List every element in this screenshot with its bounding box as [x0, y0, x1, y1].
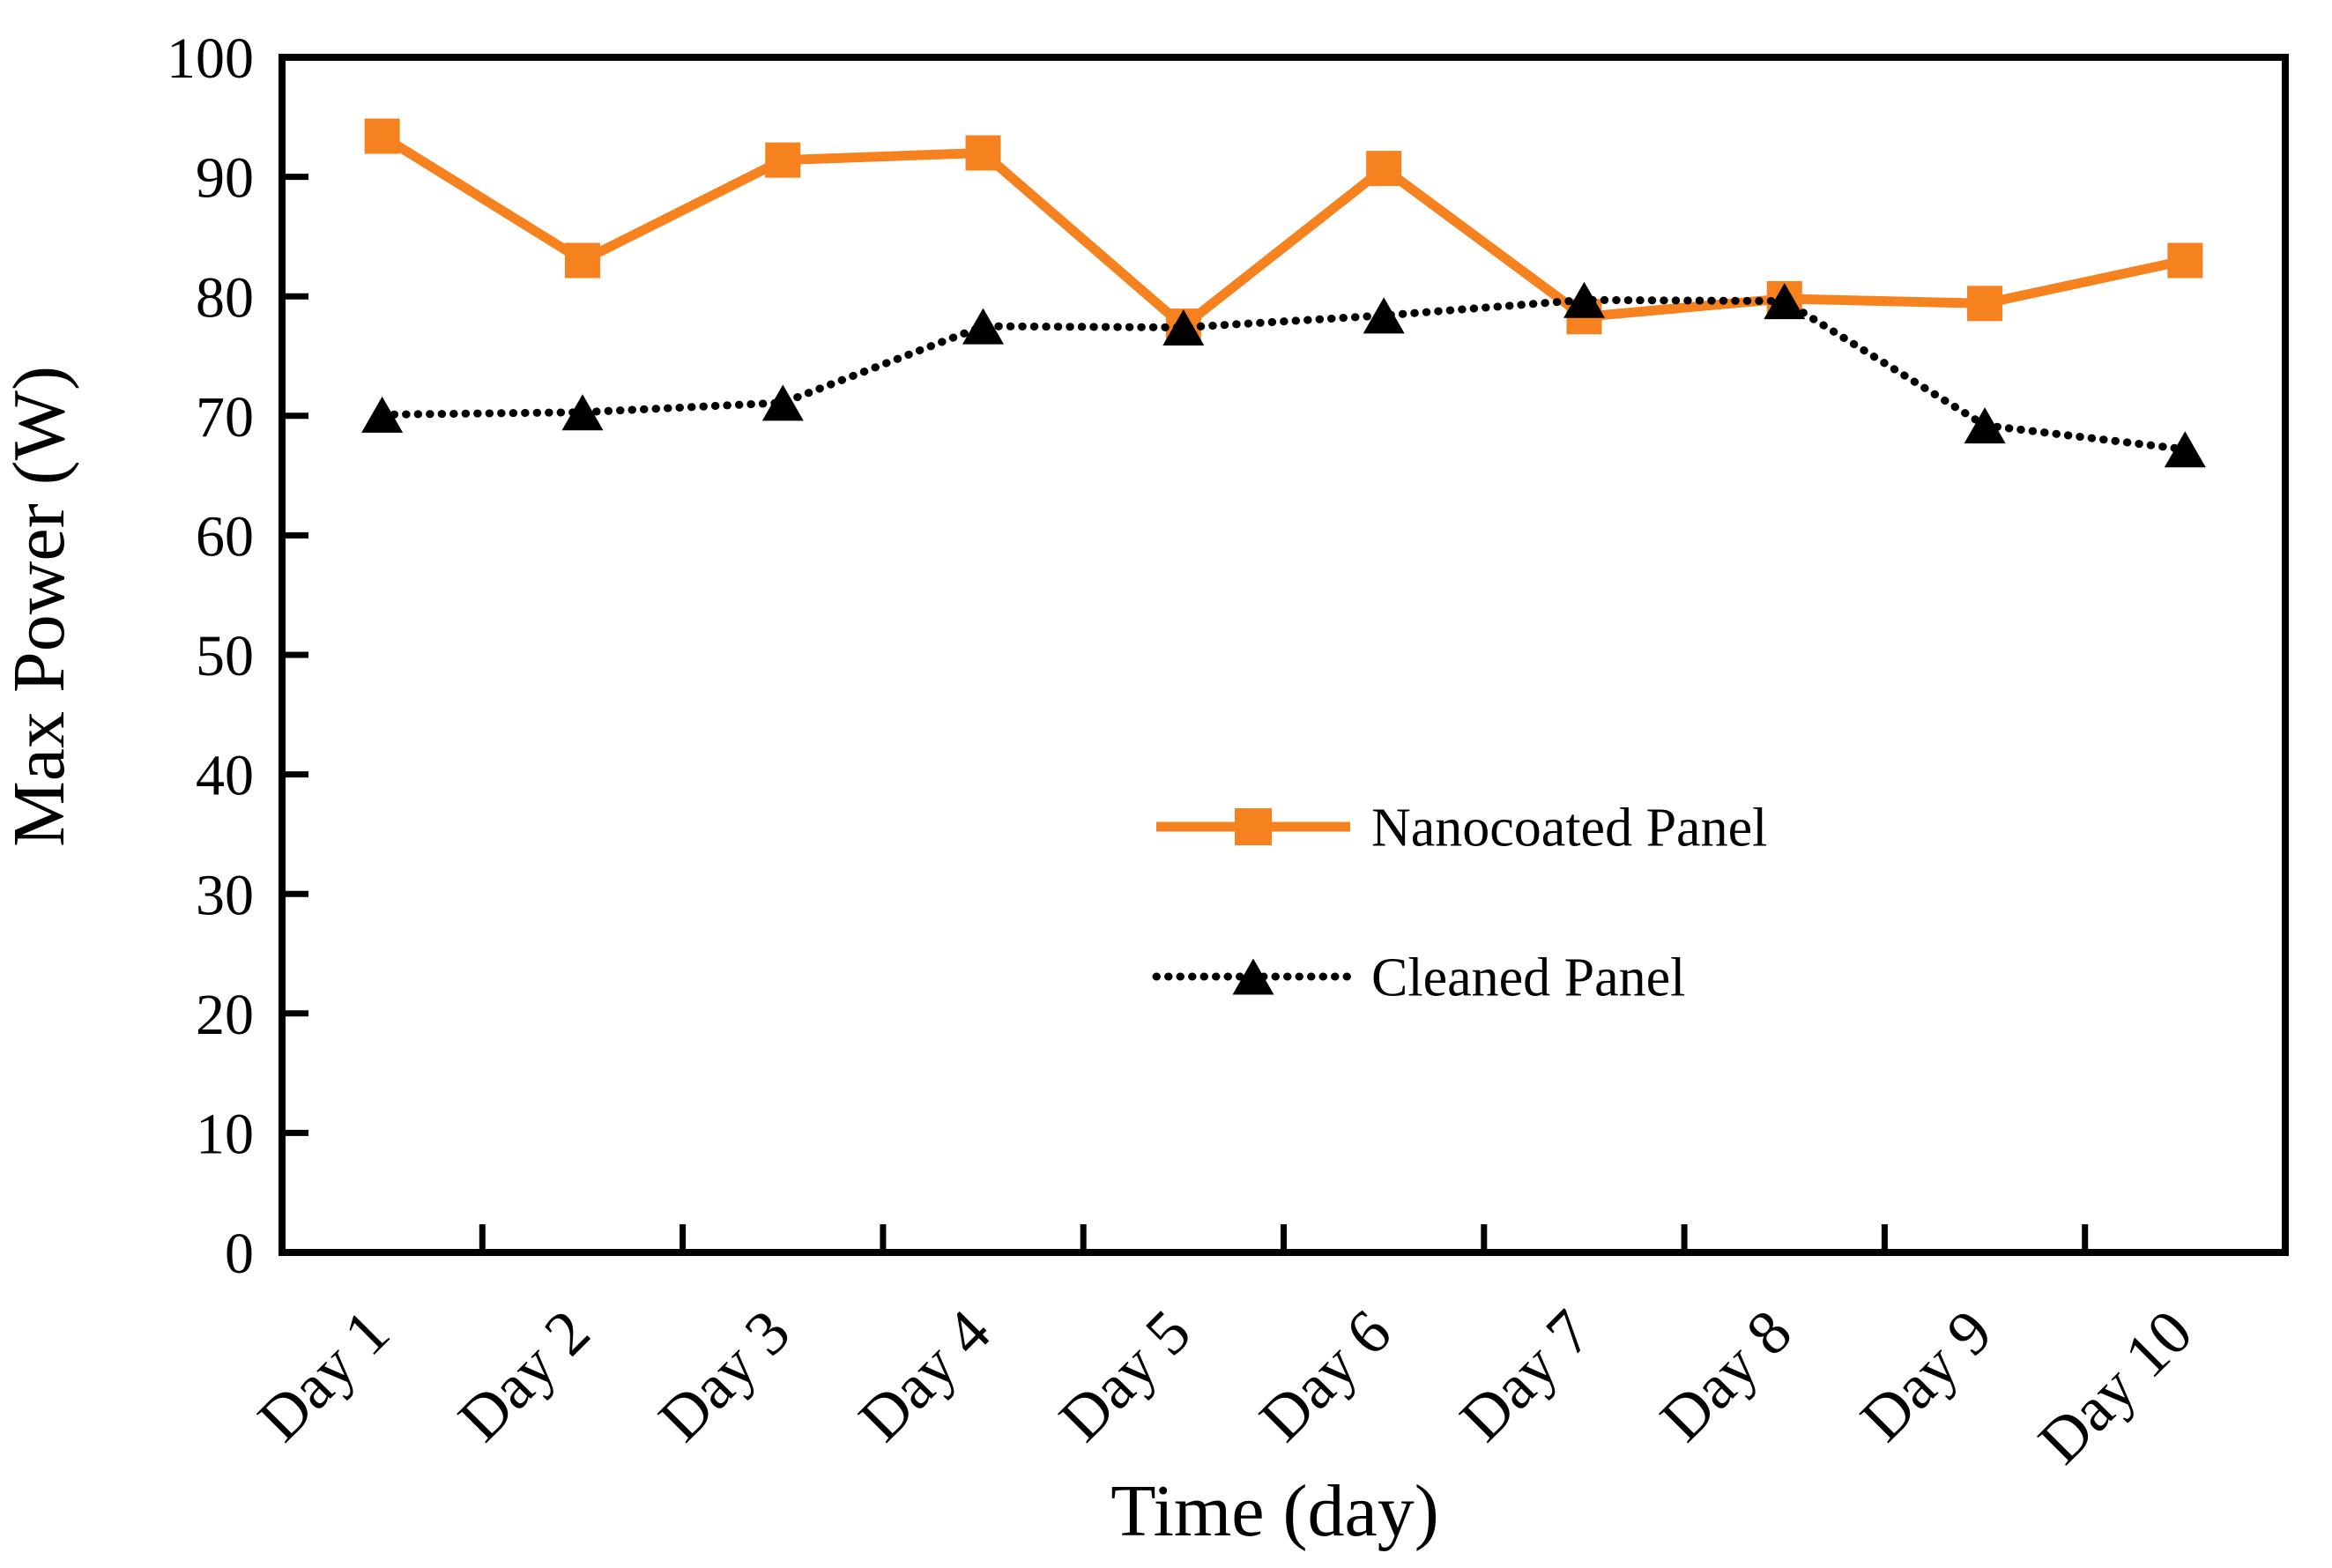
series-cleaned-panel-marker: [1162, 309, 1205, 346]
legend: Nanocoated Panel Cleaned Panel: [1152, 799, 1767, 1008]
series-nanocoated-panel-marker: [1366, 151, 1402, 187]
legend-label: Cleaned Panel: [1371, 948, 1685, 1008]
y-axis-tick-label: 80: [196, 265, 254, 330]
y-axis-tick-label: 90: [196, 146, 254, 211]
x-axis-category-label: Day 7: [1446, 1297, 1605, 1455]
legend-item-cleaned-panel: Cleaned Panel: [1152, 948, 1685, 1008]
legend-label: Nanocoated Panel: [1371, 799, 1767, 858]
x-axis-category-label: Day 3: [645, 1297, 804, 1455]
legend-item-nanocoated-panel: Nanocoated Panel: [1156, 799, 1767, 858]
series-cleaned-panel-marker: [1563, 281, 1605, 318]
series-nanocoated-panel-marker: [364, 118, 400, 154]
y-axis-tick-label: 10: [196, 1103, 254, 1167]
series-nanocoated-panel-marker: [765, 142, 801, 178]
series-cleaned-panel-marker: [962, 308, 1004, 345]
series-nanocoated-panel-line: [379, 131, 2187, 333]
y-axis-tick-label: 100: [167, 26, 254, 91]
y-axis-tick-label: 0: [225, 1222, 254, 1286]
series-cleaned-panel-marker: [1964, 407, 2006, 444]
series-cleaned-panel-marker: [2164, 431, 2206, 468]
series-nanocoated-panel-marker: [2167, 242, 2203, 279]
y-axis-tick-label: 30: [196, 863, 254, 927]
x-axis-category-label: Day 8: [1646, 1297, 1805, 1455]
series-nanocoated-panel-marker: [1967, 286, 2003, 322]
legend-triangle-marker: [1232, 958, 1274, 995]
x-axis-title: Time (day): [1110, 1470, 1439, 1552]
plot-frame: [279, 54, 2289, 1256]
y-axis-tick-label: 60: [196, 505, 254, 569]
y-axis-tick-label: 50: [196, 624, 254, 688]
y-axis-tick-label: 70: [196, 385, 254, 450]
series-cleaned-panel-line: [378, 295, 2189, 454]
series-cleaned-panel: [361, 281, 2206, 468]
series-nanocoated-panel-marker: [564, 242, 600, 279]
x-axis-category-label: Day 1: [244, 1297, 403, 1455]
series-cleaned-panel-marker: [1363, 297, 1405, 334]
x-axis-category-label: Day 2: [445, 1297, 604, 1455]
y-axis-tick-label: 40: [196, 744, 254, 808]
x-axis-category-label: Day 10: [2025, 1297, 2206, 1477]
series-nanocoated-panel-marker: [965, 135, 1001, 171]
x-axis-category-label: Day 4: [845, 1297, 1004, 1455]
series-cleaned-panel-marker: [561, 394, 604, 431]
y-axis-title: Max Power (W): [0, 366, 80, 847]
x-axis-category-label: Day 5: [1046, 1297, 1205, 1455]
series-nanocoated-panel: [364, 118, 2203, 345]
series-cleaned-panel-marker: [761, 384, 804, 421]
x-axis-category-label: Day 6: [1246, 1297, 1405, 1455]
legend-square-marker: [1235, 808, 1272, 845]
series-cleaned-panel-marker: [361, 396, 404, 433]
x-axis-category-label: Day 9: [1847, 1297, 2006, 1455]
series-cleaned-panel-marker: [1764, 283, 1806, 320]
y-axis-tick-label: 20: [196, 983, 254, 1047]
